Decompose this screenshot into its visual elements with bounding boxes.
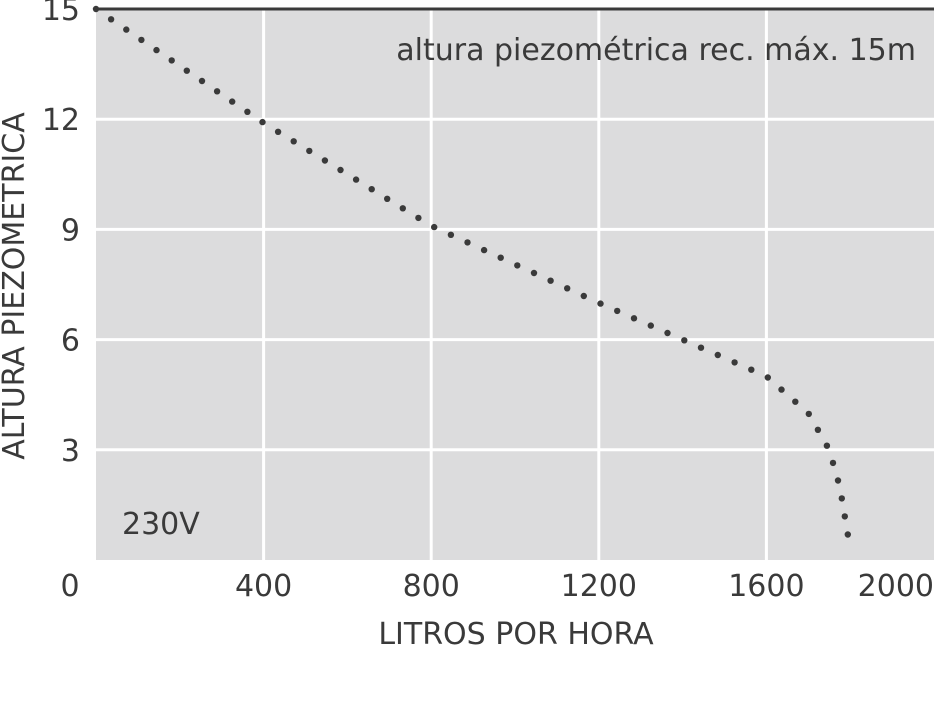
curve-dot-38: [697, 344, 705, 351]
curve-dot-36: [664, 329, 671, 337]
curve-dot-35: [647, 322, 654, 329]
curve-dot-17: [352, 176, 360, 183]
curve-dot-7: [198, 77, 206, 85]
curve-dot-42: [764, 374, 771, 381]
curve-dot-45: [805, 410, 812, 418]
curve-dot-33: [614, 307, 621, 315]
curve-dot-51: [841, 513, 848, 520]
max-head-annotation: altura piezométrica rec. máx. 15m: [396, 33, 916, 68]
y-axis-title: ALTURA PIEZOMETRICA: [0, 112, 32, 460]
y-tick-15: 15: [42, 0, 80, 28]
curve-dot-52: [844, 531, 851, 538]
curve-dot-15: [321, 157, 329, 164]
curve-dot-6: [183, 67, 190, 74]
x-tick-labels: 0 400 800 1200 1600 2000: [60, 569, 934, 604]
curve-dot-28: [530, 269, 538, 277]
x-axis-title: LITROS POR HORA: [378, 617, 654, 652]
curve-dot-22: [431, 223, 438, 231]
curve-dot-47: [823, 442, 831, 449]
curve-dot-44: [792, 398, 799, 405]
curve-dot-34: [630, 315, 638, 322]
horizontal-gridlines: [96, 117, 934, 452]
curve-dot-29: [547, 277, 554, 284]
curve-dot-32: [597, 300, 604, 307]
curve-dot-5: [168, 57, 175, 64]
x-tick-400: 400: [235, 569, 292, 604]
curve-dot-18: [368, 186, 375, 193]
x-tick-1200: 1200: [561, 569, 637, 604]
curve-dot-14: [306, 147, 313, 155]
curve-dot-10: [244, 108, 251, 116]
curve-dot-16: [337, 166, 344, 174]
curve-dot-26: [497, 254, 504, 261]
series-dots: [92, 5, 851, 538]
curve-dot-40: [731, 359, 738, 366]
curve-dot-25: [480, 246, 488, 254]
plot-area: [96, 9, 934, 560]
curve-dot-9: [229, 98, 236, 105]
curve-dot-11: [259, 118, 266, 126]
curve-dot-41: [748, 366, 755, 373]
curve-dot-21: [415, 214, 422, 222]
curve-dot-31: [580, 292, 587, 300]
curve-dot-50: [838, 495, 845, 502]
curve-dot-46: [814, 426, 822, 433]
curve-dot-1: [107, 16, 115, 23]
y-tick-3: 3: [61, 434, 80, 469]
curve-dot-20: [399, 205, 406, 212]
voltage-annotation: 230V: [122, 507, 200, 542]
vertical-gridlines: [262, 9, 768, 560]
curve-dot-4: [153, 46, 160, 54]
x-tick-1600: 1600: [728, 569, 804, 604]
curve-dot-43: [778, 386, 785, 393]
curve-dot-49: [834, 477, 842, 484]
curve-dot-3: [138, 36, 145, 44]
x-tick-800: 800: [403, 569, 460, 604]
y-tick-12: 12: [42, 103, 80, 138]
curve-dot-13: [290, 138, 297, 145]
x-tick-2000: 2000: [858, 569, 934, 604]
curve-dot-12: [274, 128, 282, 135]
curve-dot-8: [213, 88, 221, 95]
curve-dot-48: [829, 459, 837, 467]
curve-dot-19: [384, 195, 391, 202]
curve-dot-27: [514, 262, 521, 269]
curve-dot-23: [447, 231, 455, 238]
y-tick-labels: 3 6 9 12 15: [42, 0, 80, 469]
x-tick-0: 0: [60, 569, 79, 604]
y-tick-6: 6: [61, 324, 80, 359]
curve-dot-0: [92, 5, 100, 13]
y-tick-9: 9: [61, 213, 80, 248]
curve-dot-39: [714, 351, 721, 359]
curve-dot-37: [681, 337, 688, 344]
curve-dot-2: [123, 26, 130, 33]
curve-dot-24: [464, 239, 471, 246]
curve-dot-30: [564, 285, 571, 292]
